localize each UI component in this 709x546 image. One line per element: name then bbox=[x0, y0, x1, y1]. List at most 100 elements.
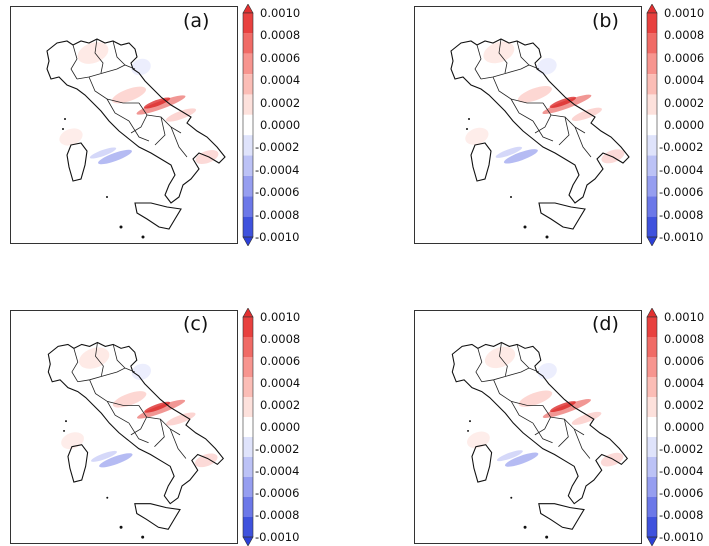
colorbar-segment bbox=[647, 94, 657, 115]
anomaly-patch bbox=[136, 95, 186, 115]
sicily-outline bbox=[538, 202, 586, 230]
colorbar-tick-label: 0.0008 bbox=[664, 332, 705, 346]
sardinia-outline bbox=[67, 444, 89, 483]
sardinia-outline bbox=[471, 444, 493, 483]
colorbar-segment bbox=[647, 317, 657, 337]
colorbar-tick-label: -0.0002 bbox=[659, 442, 704, 456]
colorbar-segment bbox=[647, 337, 657, 357]
colorbar-segment bbox=[243, 437, 253, 457]
colorbar-tick-label: 0.0008 bbox=[260, 332, 301, 346]
small-island bbox=[468, 118, 470, 120]
anomaly-patch bbox=[91, 450, 118, 462]
colorbar-tick-label: 0.0004 bbox=[260, 376, 301, 390]
region-boundary bbox=[550, 114, 586, 134]
anomaly-patch bbox=[496, 450, 523, 462]
anomaly-patch bbox=[165, 412, 196, 426]
colorbar-tick-label: 0.0008 bbox=[664, 28, 705, 43]
colorbar-segment bbox=[647, 417, 657, 437]
small-island bbox=[545, 535, 549, 539]
anomaly-patch bbox=[571, 107, 602, 121]
colorbar-tick-label: 0.0000 bbox=[664, 118, 705, 132]
region-boundary bbox=[558, 419, 569, 447]
colorbar-bar bbox=[242, 4, 254, 246]
colorbar-tick-label: 0.0004 bbox=[260, 73, 301, 88]
colorbar-b: 0.0010 0.0008 0.0006 0.0004 0.0002 0.0000 -0.0… bbox=[645, 4, 709, 246]
colorbar-segment bbox=[243, 216, 253, 237]
colorbar-segment bbox=[243, 357, 253, 377]
colorbar-segment bbox=[243, 517, 253, 537]
colorbar-tick-label: -0.0006 bbox=[659, 185, 704, 200]
anomaly-patch bbox=[61, 432, 84, 450]
small-island bbox=[106, 496, 109, 499]
colorbar-segment bbox=[243, 155, 253, 176]
colorbar-tick-label: -0.0004 bbox=[255, 162, 300, 177]
region-boundary bbox=[77, 367, 135, 383]
small-island bbox=[467, 429, 470, 432]
small-island bbox=[64, 118, 66, 120]
colorbar-extend-min bbox=[646, 236, 658, 246]
region-boundary bbox=[89, 379, 139, 406]
region-boundary bbox=[532, 422, 553, 444]
colorbar-tick-label: 0.0008 bbox=[260, 28, 301, 43]
colorbar-a: 0.0010 0.0008 0.0006 0.0004 0.0002 0.0000 -0.0… bbox=[241, 4, 311, 246]
italy-mainland-outline bbox=[450, 38, 630, 204]
anomaly-patch bbox=[542, 399, 591, 419]
region-boundary bbox=[534, 405, 552, 436]
region-boundary bbox=[128, 422, 149, 444]
colorbar-segment bbox=[647, 196, 657, 217]
colorbar-segment bbox=[243, 196, 253, 217]
colorbar-segment bbox=[647, 377, 657, 397]
anomaly-patch bbox=[79, 347, 110, 369]
colorbar-segment bbox=[243, 114, 253, 136]
anomaly-patch bbox=[143, 97, 171, 109]
colorbar-segment bbox=[647, 74, 657, 95]
region-boundary bbox=[474, 44, 482, 80]
anomaly-patch bbox=[503, 149, 538, 164]
colorbar-segment bbox=[243, 175, 253, 197]
region-boundary bbox=[534, 102, 552, 134]
small-island bbox=[141, 535, 145, 539]
region-boundary bbox=[146, 114, 182, 134]
colorbar-tick-label: 0.0002 bbox=[260, 398, 301, 412]
colorbar-segment bbox=[647, 357, 657, 377]
colorbar-segment bbox=[647, 33, 657, 54]
colorbar-tick-label: -0.0002 bbox=[255, 140, 300, 155]
region-boundary bbox=[71, 348, 79, 382]
colorbar-bar bbox=[646, 308, 658, 546]
anomaly-patch bbox=[165, 108, 197, 122]
region-boundary bbox=[480, 64, 540, 80]
region-boundary bbox=[106, 401, 130, 424]
colorbar-extend-min bbox=[242, 236, 254, 246]
colorbar-c: 0.0010 0.0008 0.0006 0.0004 0.0002 0.0000 -0.0… bbox=[241, 308, 311, 546]
italy-map-d bbox=[451, 341, 629, 539]
sicily-outline bbox=[134, 202, 182, 230]
colorbar-tick-label: 0.0006 bbox=[260, 50, 301, 65]
anomaly-patch bbox=[98, 149, 132, 165]
colorbar-segment bbox=[647, 53, 657, 75]
colorbar-tick-label: 0.0010 bbox=[664, 310, 705, 324]
colorbar-segment bbox=[243, 497, 253, 517]
region-boundary bbox=[510, 401, 534, 424]
colorbar-segment bbox=[647, 135, 657, 156]
anomaly-patch bbox=[59, 128, 83, 146]
panel-label-b: (b) bbox=[592, 10, 619, 32]
small-island bbox=[510, 496, 513, 499]
anomaly-patch bbox=[136, 399, 186, 419]
colorbar-extend-max bbox=[646, 308, 658, 318]
colorbar-segment bbox=[647, 114, 657, 136]
colorbar-tick-label: 0.0010 bbox=[260, 6, 301, 20]
colorbar-tick-label: -0.0008 bbox=[659, 508, 704, 522]
anomaly-patch bbox=[537, 363, 557, 380]
region-boundary bbox=[170, 126, 188, 158]
colorbar-segment bbox=[647, 457, 657, 477]
colorbar-segment bbox=[647, 477, 657, 497]
region-boundary bbox=[550, 416, 585, 436]
region-boundary bbox=[76, 64, 136, 80]
italy-mainland-outline bbox=[46, 38, 226, 204]
colorbar-tick-label: 0.0000 bbox=[260, 118, 301, 132]
colorbar-tick-label: 0.0000 bbox=[664, 420, 705, 434]
colorbar-tick-label: 0.0006 bbox=[260, 354, 301, 368]
region-boundary bbox=[573, 428, 591, 459]
region-boundary bbox=[128, 120, 150, 142]
panel-label-d: (d) bbox=[592, 313, 619, 335]
